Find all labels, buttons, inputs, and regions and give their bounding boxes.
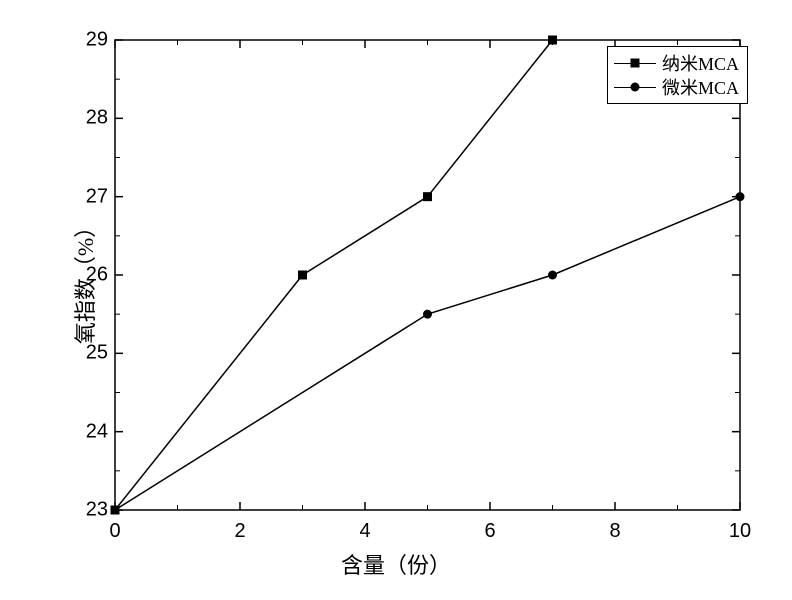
legend-label: 纳米MCA [662, 50, 739, 76]
legend-label: 微米MCA [662, 74, 739, 100]
x-tick-label: 4 [359, 520, 370, 543]
x-axis-label: 含量（份） [341, 548, 451, 580]
y-tick-label: 23 [86, 499, 108, 522]
x-tick-label: 0 [109, 520, 120, 543]
y-tick-label: 28 [86, 107, 108, 130]
chart-legend: 纳米MCA微米MCA [607, 46, 748, 104]
y-tick-label: 25 [86, 342, 108, 365]
y-tick-label: 29 [86, 29, 108, 52]
x-tick-label: 2 [234, 520, 245, 543]
y-tick-label: 26 [86, 264, 108, 287]
legend-item: 纳米MCA [614, 51, 739, 75]
x-tick-label: 6 [484, 520, 495, 543]
x-tick-label: 10 [729, 520, 751, 543]
y-tick-label: 24 [86, 420, 108, 443]
y-tick-label: 27 [86, 185, 108, 208]
chart-container: 氧指数（%） 含量（份） 024681023242526272829 纳米MCA… [0, 0, 792, 600]
x-tick-label: 8 [609, 520, 620, 543]
legend-item: 微米MCA [614, 75, 739, 99]
